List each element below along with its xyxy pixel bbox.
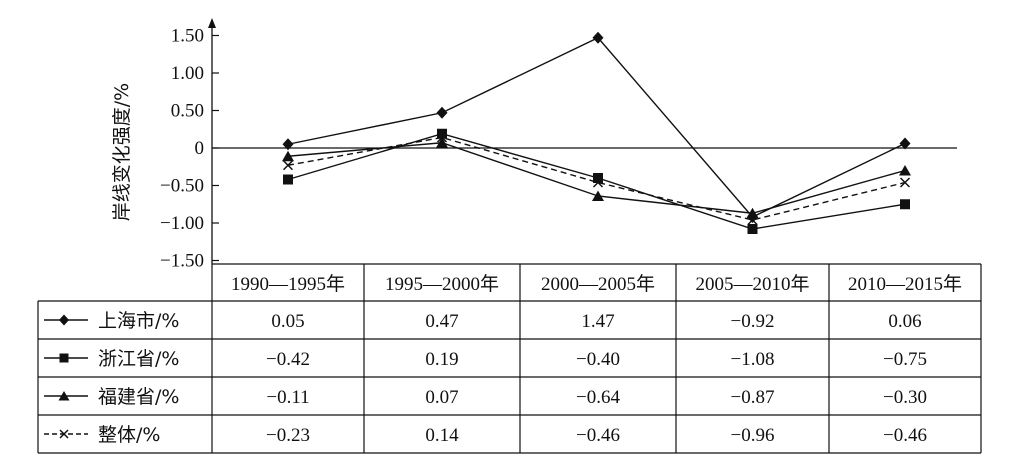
y-axis-arrow — [208, 18, 216, 28]
y-tick-label: −0.50 — [160, 176, 204, 197]
y-tick-label: −1.50 — [160, 251, 204, 272]
category-label: 2000—2005年 — [541, 273, 655, 295]
series-lines — [282, 31, 911, 234]
legend-name: 上海市/% — [98, 310, 179, 332]
x-marker — [436, 132, 448, 143]
square-marker — [900, 199, 910, 210]
legend-key — [44, 429, 88, 439]
y-tick-label: 1.00 — [171, 63, 204, 84]
category-label: 2005—2010年 — [695, 273, 809, 295]
square-marker — [747, 224, 758, 234]
legend-key — [44, 314, 88, 326]
legend-key — [44, 353, 88, 363]
data-value: −0.75 — [883, 349, 927, 370]
data-value: −0.23 — [266, 425, 310, 446]
category-label: 2010—2015年 — [848, 273, 962, 295]
y-tick-label: −1.00 — [160, 213, 204, 234]
series-2 — [283, 128, 910, 234]
triangle-marker — [282, 150, 294, 162]
series-1 — [282, 31, 911, 223]
data-value: −0.42 — [266, 349, 310, 370]
y-axis-label: 岸线变化强度/% — [111, 83, 133, 221]
series-line — [287, 36, 906, 218]
category-label: 1990—1995年 — [231, 273, 345, 295]
data-value: 0.05 — [271, 311, 304, 332]
square-marker — [59, 353, 69, 363]
data-value: 1.47 — [581, 311, 614, 332]
data-value: −0.30 — [883, 387, 927, 408]
diamond-marker — [282, 138, 294, 151]
data-value: 0.07 — [425, 387, 458, 408]
legend-key — [44, 391, 88, 401]
data-value: −0.92 — [731, 311, 775, 332]
legend-name: 浙江省/% — [98, 348, 179, 370]
y-ticks: 1.50 1.00 0.50 0 −0.50 −1.00 −1.50 — [160, 26, 219, 272]
legend-name: 福建省/% — [98, 386, 179, 408]
triangle-marker — [592, 190, 604, 201]
data-value: 0.19 — [425, 349, 458, 370]
triangle-marker — [746, 207, 759, 219]
diamond-marker — [436, 106, 448, 119]
triangle-marker — [436, 137, 448, 148]
series-4 — [282, 132, 911, 226]
data-value: −0.87 — [731, 387, 775, 408]
triangle-marker — [58, 391, 70, 401]
triangle-marker — [899, 165, 911, 176]
y-tick-label: 0.50 — [171, 101, 204, 122]
axes — [208, 18, 957, 264]
data-table: 1990—1995年 1995—2000年 2000—2005年 2005—2010年… — [37, 263, 982, 454]
data-value: 0.06 — [888, 311, 921, 332]
data-value: −0.46 — [576, 425, 620, 446]
data-value: −0.40 — [576, 349, 620, 370]
data-value: −1.08 — [731, 349, 775, 370]
diamond-marker — [59, 314, 69, 326]
x-marker — [592, 177, 604, 188]
x-marker — [59, 429, 69, 439]
square-marker — [283, 174, 293, 185]
series-line — [287, 136, 906, 221]
y-tick-label: 0 — [195, 138, 205, 159]
diamond-marker — [592, 31, 604, 44]
data-value: −0.11 — [266, 387, 309, 408]
legend-name: 整体/% — [98, 424, 160, 446]
data-value: 0.47 — [425, 311, 458, 332]
data-value: −0.46 — [883, 425, 927, 446]
x-marker — [282, 160, 294, 171]
square-marker — [593, 173, 603, 183]
x-marker — [747, 214, 758, 226]
category-label: 1995—2000年 — [385, 273, 499, 295]
square-marker — [437, 128, 447, 139]
data-value: 0.14 — [425, 425, 459, 446]
diamond-marker — [899, 137, 911, 150]
x-marker — [899, 177, 911, 188]
data-value: −0.96 — [731, 425, 775, 446]
data-value: −0.64 — [576, 387, 620, 408]
y-tick-label: 1.50 — [171, 26, 204, 47]
